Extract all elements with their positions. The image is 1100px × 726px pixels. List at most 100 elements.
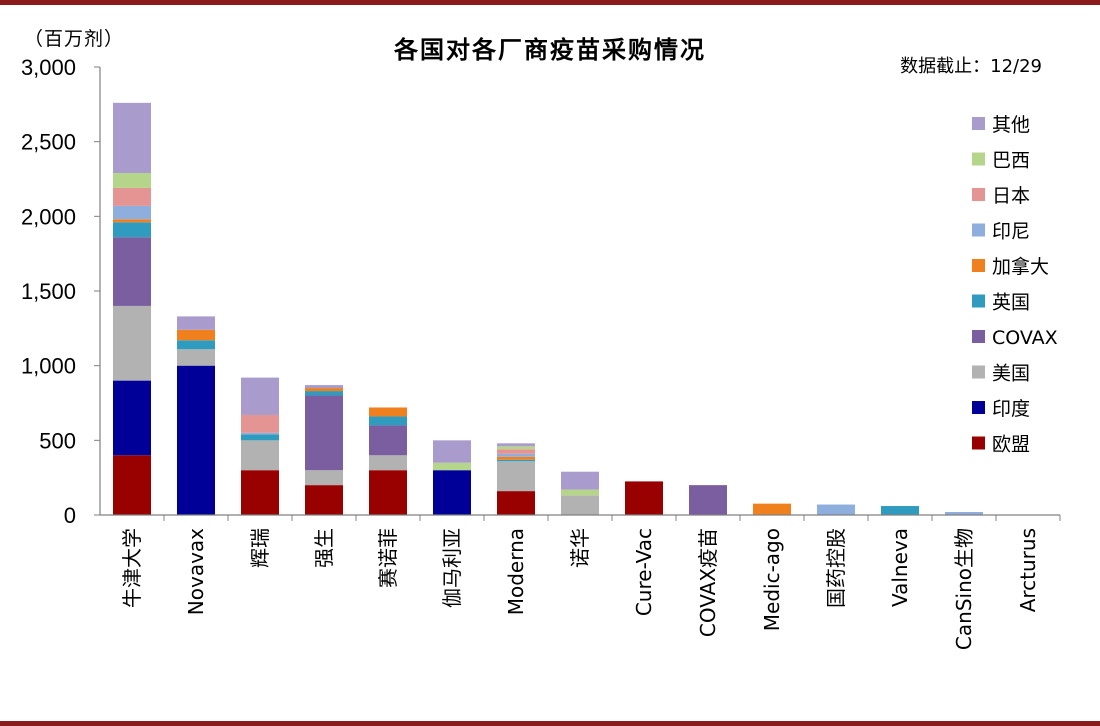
legend-swatch: [972, 294, 985, 308]
legend-label: 印尼: [992, 221, 1030, 243]
bar-segment-英国: [241, 434, 279, 441]
bar-segment-英国: [881, 506, 919, 515]
legend-swatch: [972, 152, 985, 166]
y-tick-label: 0: [64, 503, 76, 528]
x-axis-labels: 牛津大学 Novavax 辉瑞 强生 赛诺菲 伽马利亚 Moderna 诺华 Cure-Vac C…: [120, 528, 1040, 650]
legend-label: 美国: [992, 363, 1030, 385]
axes: [99, 67, 1060, 516]
bar-segment-美国: [369, 455, 407, 471]
legend-label: 印度: [992, 398, 1030, 420]
bar-segment-其他: [433, 440, 471, 463]
bar-segment-美国: [497, 461, 535, 492]
x-category-label: 牛津大学: [120, 528, 144, 608]
legend-swatch: [972, 436, 985, 450]
y-tick-label: 500: [39, 428, 76, 453]
bar-segment-印尼: [817, 504, 855, 515]
x-category-label: COVAX疫苗: [696, 528, 720, 637]
bar-segment-英国: [497, 459, 535, 462]
legend-label: 日本: [992, 185, 1030, 207]
x-category-label: Cure-Vac: [632, 528, 656, 616]
bar-segment-加拿大: [753, 503, 791, 515]
legend-label: COVAX: [992, 327, 1058, 349]
bar-segment-美国: [561, 495, 599, 515]
x-category-label: 伽马利亚: [440, 528, 464, 608]
bar-segment-其他: [305, 385, 343, 389]
bar-segment-印尼: [241, 432, 279, 435]
bar-segment-英国: [113, 222, 151, 238]
data-as-of-label: 数据截止：12/29: [900, 56, 1042, 77]
bar-segment-巴西: [561, 489, 599, 496]
bottom-frame-bar: [0, 721, 1100, 726]
bar-segment-日本: [241, 414, 279, 433]
x-category-label: 强生: [312, 528, 336, 568]
bar-segment-印尼: [945, 512, 983, 515]
x-category-label: 诺华: [568, 528, 592, 568]
x-category-label: 辉瑞: [248, 528, 272, 568]
bar-segment-日本: [497, 449, 535, 454]
bar-segment-欧盟: [625, 481, 663, 515]
bar-segment-加拿大: [497, 456, 535, 460]
bar-segment-印尼: [113, 205, 151, 220]
bar-segment-印度: [433, 470, 471, 515]
bar-segment-COVAX: [113, 237, 151, 306]
bar-segment-印度: [177, 365, 215, 515]
y-tick-label: 2,000: [21, 204, 76, 229]
chart-title: 各国对各厂商疫苗采购情况: [394, 36, 706, 64]
legend-label: 巴西: [992, 150, 1030, 172]
legend-label: 其他: [992, 114, 1030, 136]
bar-segment-其他: [497, 443, 535, 447]
legend-swatch: [972, 330, 985, 343]
y-axis-ticks: 0 500 1,000 1,500 2,000 2,500 3,000: [21, 55, 100, 528]
bar-segment-其他: [113, 102, 151, 174]
bar-segment-美国: [177, 349, 215, 366]
legend-swatch: [972, 188, 985, 201]
y-tick-label: 1,000: [21, 354, 76, 379]
bar-segment-英国: [305, 391, 343, 396]
legend-swatch: [972, 401, 985, 414]
bar-segment-印尼: [497, 453, 535, 457]
y-tick-label: 2,500: [21, 130, 76, 155]
legend-swatch: [972, 223, 985, 237]
bar-segment-其他: [177, 316, 215, 330]
bar-segment-加拿大: [177, 329, 215, 341]
x-category-label: 国药控股: [824, 528, 848, 608]
x-category-label: Novavax: [184, 528, 208, 615]
x-category-label: Arcturus: [1016, 528, 1040, 612]
top-frame-bar: [0, 0, 1100, 5]
legend-swatch: [972, 259, 985, 272]
legend-label: 欧盟: [992, 434, 1030, 456]
y-axis-unit-label: （百万剂）: [24, 28, 125, 50]
bar-segment-COVAX: [369, 425, 407, 456]
bar-segment-COVAX: [305, 395, 343, 471]
bar-segment-加拿大: [305, 388, 343, 392]
bar-segment-其他: [241, 377, 279, 415]
bar-segment-巴西: [113, 173, 151, 188]
legend-label: 英国: [992, 292, 1030, 314]
bar-segment-加拿大: [369, 407, 407, 417]
y-tick-label: 1,500: [21, 279, 76, 304]
bar-segment-美国: [305, 470, 343, 486]
bar-segment-英国: [177, 340, 215, 350]
bar-segment-日本: [113, 187, 151, 206]
bar-stacks: [113, 102, 1061, 521]
legend-swatch: [972, 117, 985, 130]
bar-segment-巴西: [433, 462, 471, 471]
bar-segment-印度: [113, 380, 151, 456]
bar-segment-其他: [561, 471, 599, 490]
legend-label: 加拿大: [992, 255, 1049, 278]
bar-segment-COVAX: [689, 485, 727, 515]
legend-swatch: [972, 365, 985, 379]
x-category-label: Medic-ago: [760, 528, 784, 631]
bar-segment-欧盟: [497, 491, 535, 515]
bar-segment-加拿大: [113, 219, 151, 223]
bar-segment-美国: [241, 440, 279, 471]
x-category-label: Valneva: [888, 528, 912, 607]
x-category-label: CanSino生物: [952, 528, 976, 650]
bar-segment-欧盟: [113, 455, 151, 515]
bar-segment-欧盟: [369, 470, 407, 515]
bar-segment-英国: [369, 416, 407, 426]
bar-segment-欧盟: [305, 485, 343, 515]
bar-segment-欧盟: [241, 470, 279, 515]
